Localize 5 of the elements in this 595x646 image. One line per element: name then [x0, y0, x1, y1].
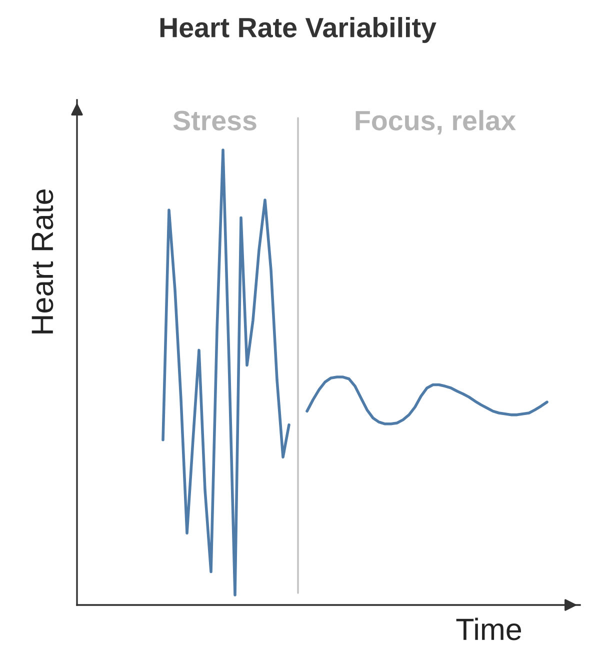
y-axis-title: Heart Rate — [32, 189, 54, 334]
text: Focus, relax — [356, 110, 516, 134]
text: Stress — [173, 110, 256, 130]
x-axis-title: Time — [456, 618, 522, 640]
chart-title: Heart Rate Variability — [160, 17, 436, 43]
